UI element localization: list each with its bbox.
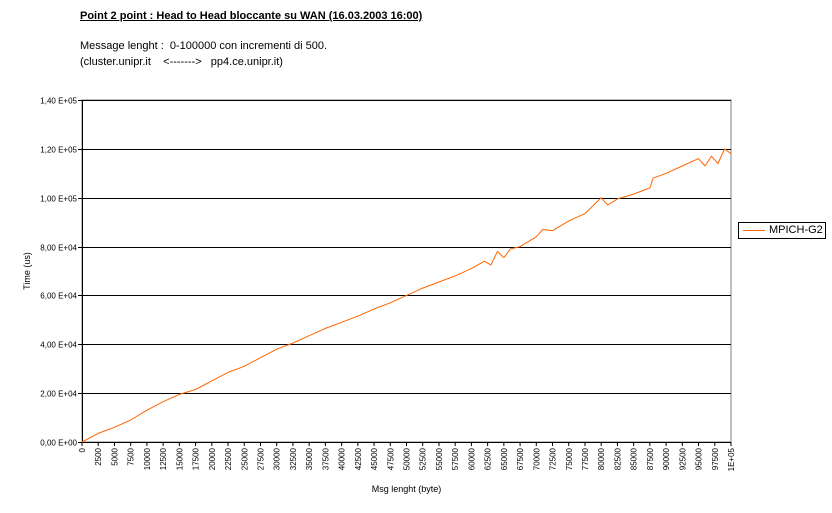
x-tick-label: 5000 bbox=[110, 447, 119, 465]
x-tick-label: 77500 bbox=[581, 447, 590, 470]
x-tick-label: 35000 bbox=[305, 447, 314, 470]
legend: MPICH-G2 bbox=[738, 222, 826, 239]
x-tick-label: 50000 bbox=[403, 447, 412, 470]
y-axis-label: Time (us) bbox=[22, 252, 32, 290]
x-tick-label: 0 bbox=[78, 447, 87, 452]
x-tick-label: 97500 bbox=[711, 447, 720, 470]
y-tick-label: 8,00 E+04 bbox=[40, 244, 77, 253]
x-tick-label: 12500 bbox=[159, 447, 168, 470]
x-tick-label: 95000 bbox=[695, 447, 704, 470]
x-tick-label: 70000 bbox=[532, 447, 541, 470]
x-tick-label: 75000 bbox=[565, 447, 574, 470]
chart-subtitle-hosts: (cluster.unipr.it <-------> pp4.ce.unipr… bbox=[80, 56, 283, 68]
x-tick-label: 45000 bbox=[370, 447, 379, 470]
x-tick-label: 90000 bbox=[662, 447, 671, 470]
y-tick-label: 1,00 E+05 bbox=[40, 195, 77, 204]
x-tick-label: 52500 bbox=[419, 447, 428, 470]
x-tick-label: 32500 bbox=[289, 447, 298, 470]
y-tick-label: 6,00 E+04 bbox=[40, 292, 77, 301]
x-tick-label: 55000 bbox=[435, 447, 444, 470]
x-tick-label: 1E+05 bbox=[727, 447, 736, 471]
x-tick-label: 20000 bbox=[208, 447, 217, 470]
x-tick-label: 47500 bbox=[386, 447, 395, 470]
x-tick-label: 30000 bbox=[273, 447, 282, 470]
x-tick-label: 62500 bbox=[484, 447, 493, 470]
x-tick-label: 72500 bbox=[549, 447, 558, 470]
x-tick-label: 65000 bbox=[500, 447, 509, 470]
x-tick-label: 40000 bbox=[338, 447, 347, 470]
x-axis-label: Msg lenght (byte) bbox=[372, 484, 442, 494]
x-tick-label: 85000 bbox=[630, 447, 639, 470]
x-tick-label: 2500 bbox=[94, 447, 103, 465]
x-tick-label: 42500 bbox=[354, 447, 363, 470]
x-tick-label: 10000 bbox=[143, 447, 152, 470]
x-tick-label: 80000 bbox=[597, 447, 606, 470]
chart-subtitle-message-length: Message lenght : 0-100000 con incrementi… bbox=[80, 40, 328, 52]
x-tick-label: 27500 bbox=[256, 447, 265, 470]
x-tick-label: 7500 bbox=[127, 447, 136, 465]
legend-label: MPICH-G2 bbox=[769, 224, 823, 236]
x-tick-label: 17500 bbox=[192, 447, 201, 470]
y-tick-label: 0,00 E+00 bbox=[40, 439, 77, 448]
x-tick-label: 92500 bbox=[678, 447, 687, 470]
x-tick-label: 82500 bbox=[613, 447, 622, 470]
series-line-mpich-g2 bbox=[81, 148, 732, 443]
x-tick-label: 87500 bbox=[646, 447, 655, 470]
y-tick-label: 4,00 E+04 bbox=[40, 341, 77, 350]
x-tick-label: 57500 bbox=[451, 447, 460, 470]
x-tick-label: 60000 bbox=[467, 447, 476, 470]
x-tick-label: 37500 bbox=[321, 447, 330, 470]
x-tick-label: 15000 bbox=[175, 447, 184, 470]
y-tick-label: 1,20 E+05 bbox=[40, 146, 77, 155]
chart-title: Point 2 point : Head to Head bloccante s… bbox=[80, 10, 423, 22]
x-tick-label: 25000 bbox=[240, 447, 249, 470]
plot-area bbox=[81, 99, 732, 443]
x-tick-label: 67500 bbox=[516, 447, 525, 470]
y-tick-label: 1,40 E+05 bbox=[40, 97, 77, 106]
x-tick-label: 22500 bbox=[224, 447, 233, 470]
y-tick-label: 2,00 E+04 bbox=[40, 390, 77, 399]
legend-swatch bbox=[743, 230, 765, 231]
